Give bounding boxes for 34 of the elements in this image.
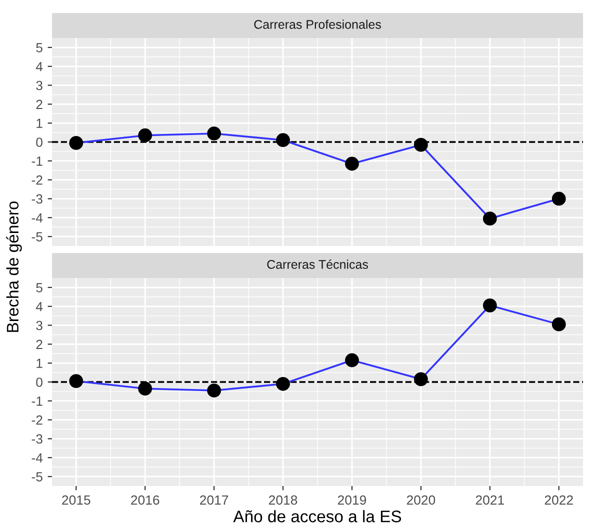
y-tick-label: -2 (32, 415, 42, 425)
y-tick-label: 1 (36, 118, 42, 128)
y-tick-label: 1 (36, 358, 42, 368)
y-tick-label: 0 (36, 138, 42, 147)
y-axis-title: Brecha de género (6, 201, 22, 332)
x-tick-label: 2015 (62, 495, 90, 505)
y-tick-label: -3 (32, 434, 42, 444)
y-tick-label: -5 (32, 232, 42, 242)
y-tick-label: -4 (32, 213, 43, 222)
x-tick-label: 2019 (338, 495, 366, 505)
y-tick-label: -2 (32, 175, 42, 185)
y-tick-label: 2 (36, 340, 42, 349)
y-tick-label: 4 (36, 62, 43, 72)
x-tick-label: 2017 (200, 495, 228, 505)
y-tick-label: 2 (36, 100, 42, 109)
y-tick-label: -5 (32, 472, 42, 482)
y-tick-label: -3 (32, 194, 42, 204)
x-tick-label: 2021 (476, 495, 504, 505)
y-tick-label: 3 (36, 80, 42, 90)
x-tick-label: 2020 (406, 495, 436, 505)
y-tick-label: 5 (36, 283, 42, 292)
y-tick-label: 3 (36, 320, 42, 330)
y-tick-label: -4 (32, 453, 43, 462)
y-tick-label: -1 (32, 156, 42, 166)
x-axis-title: Año de acceso a la ES (233, 510, 402, 522)
y-tick-label: -1 (32, 396, 42, 406)
y-tick-label: 5 (36, 43, 42, 52)
y-tick-label: 0 (36, 378, 42, 387)
y-tick-label: 4 (36, 302, 43, 312)
chart-title: Carreras Profesionales (254, 20, 381, 29)
x-tick-label: 2022 (544, 495, 573, 505)
x-tick-label: 2016 (131, 495, 160, 505)
chart-title: Carreras Técnicas (267, 260, 368, 269)
x-tick-label: 2018 (269, 495, 298, 505)
